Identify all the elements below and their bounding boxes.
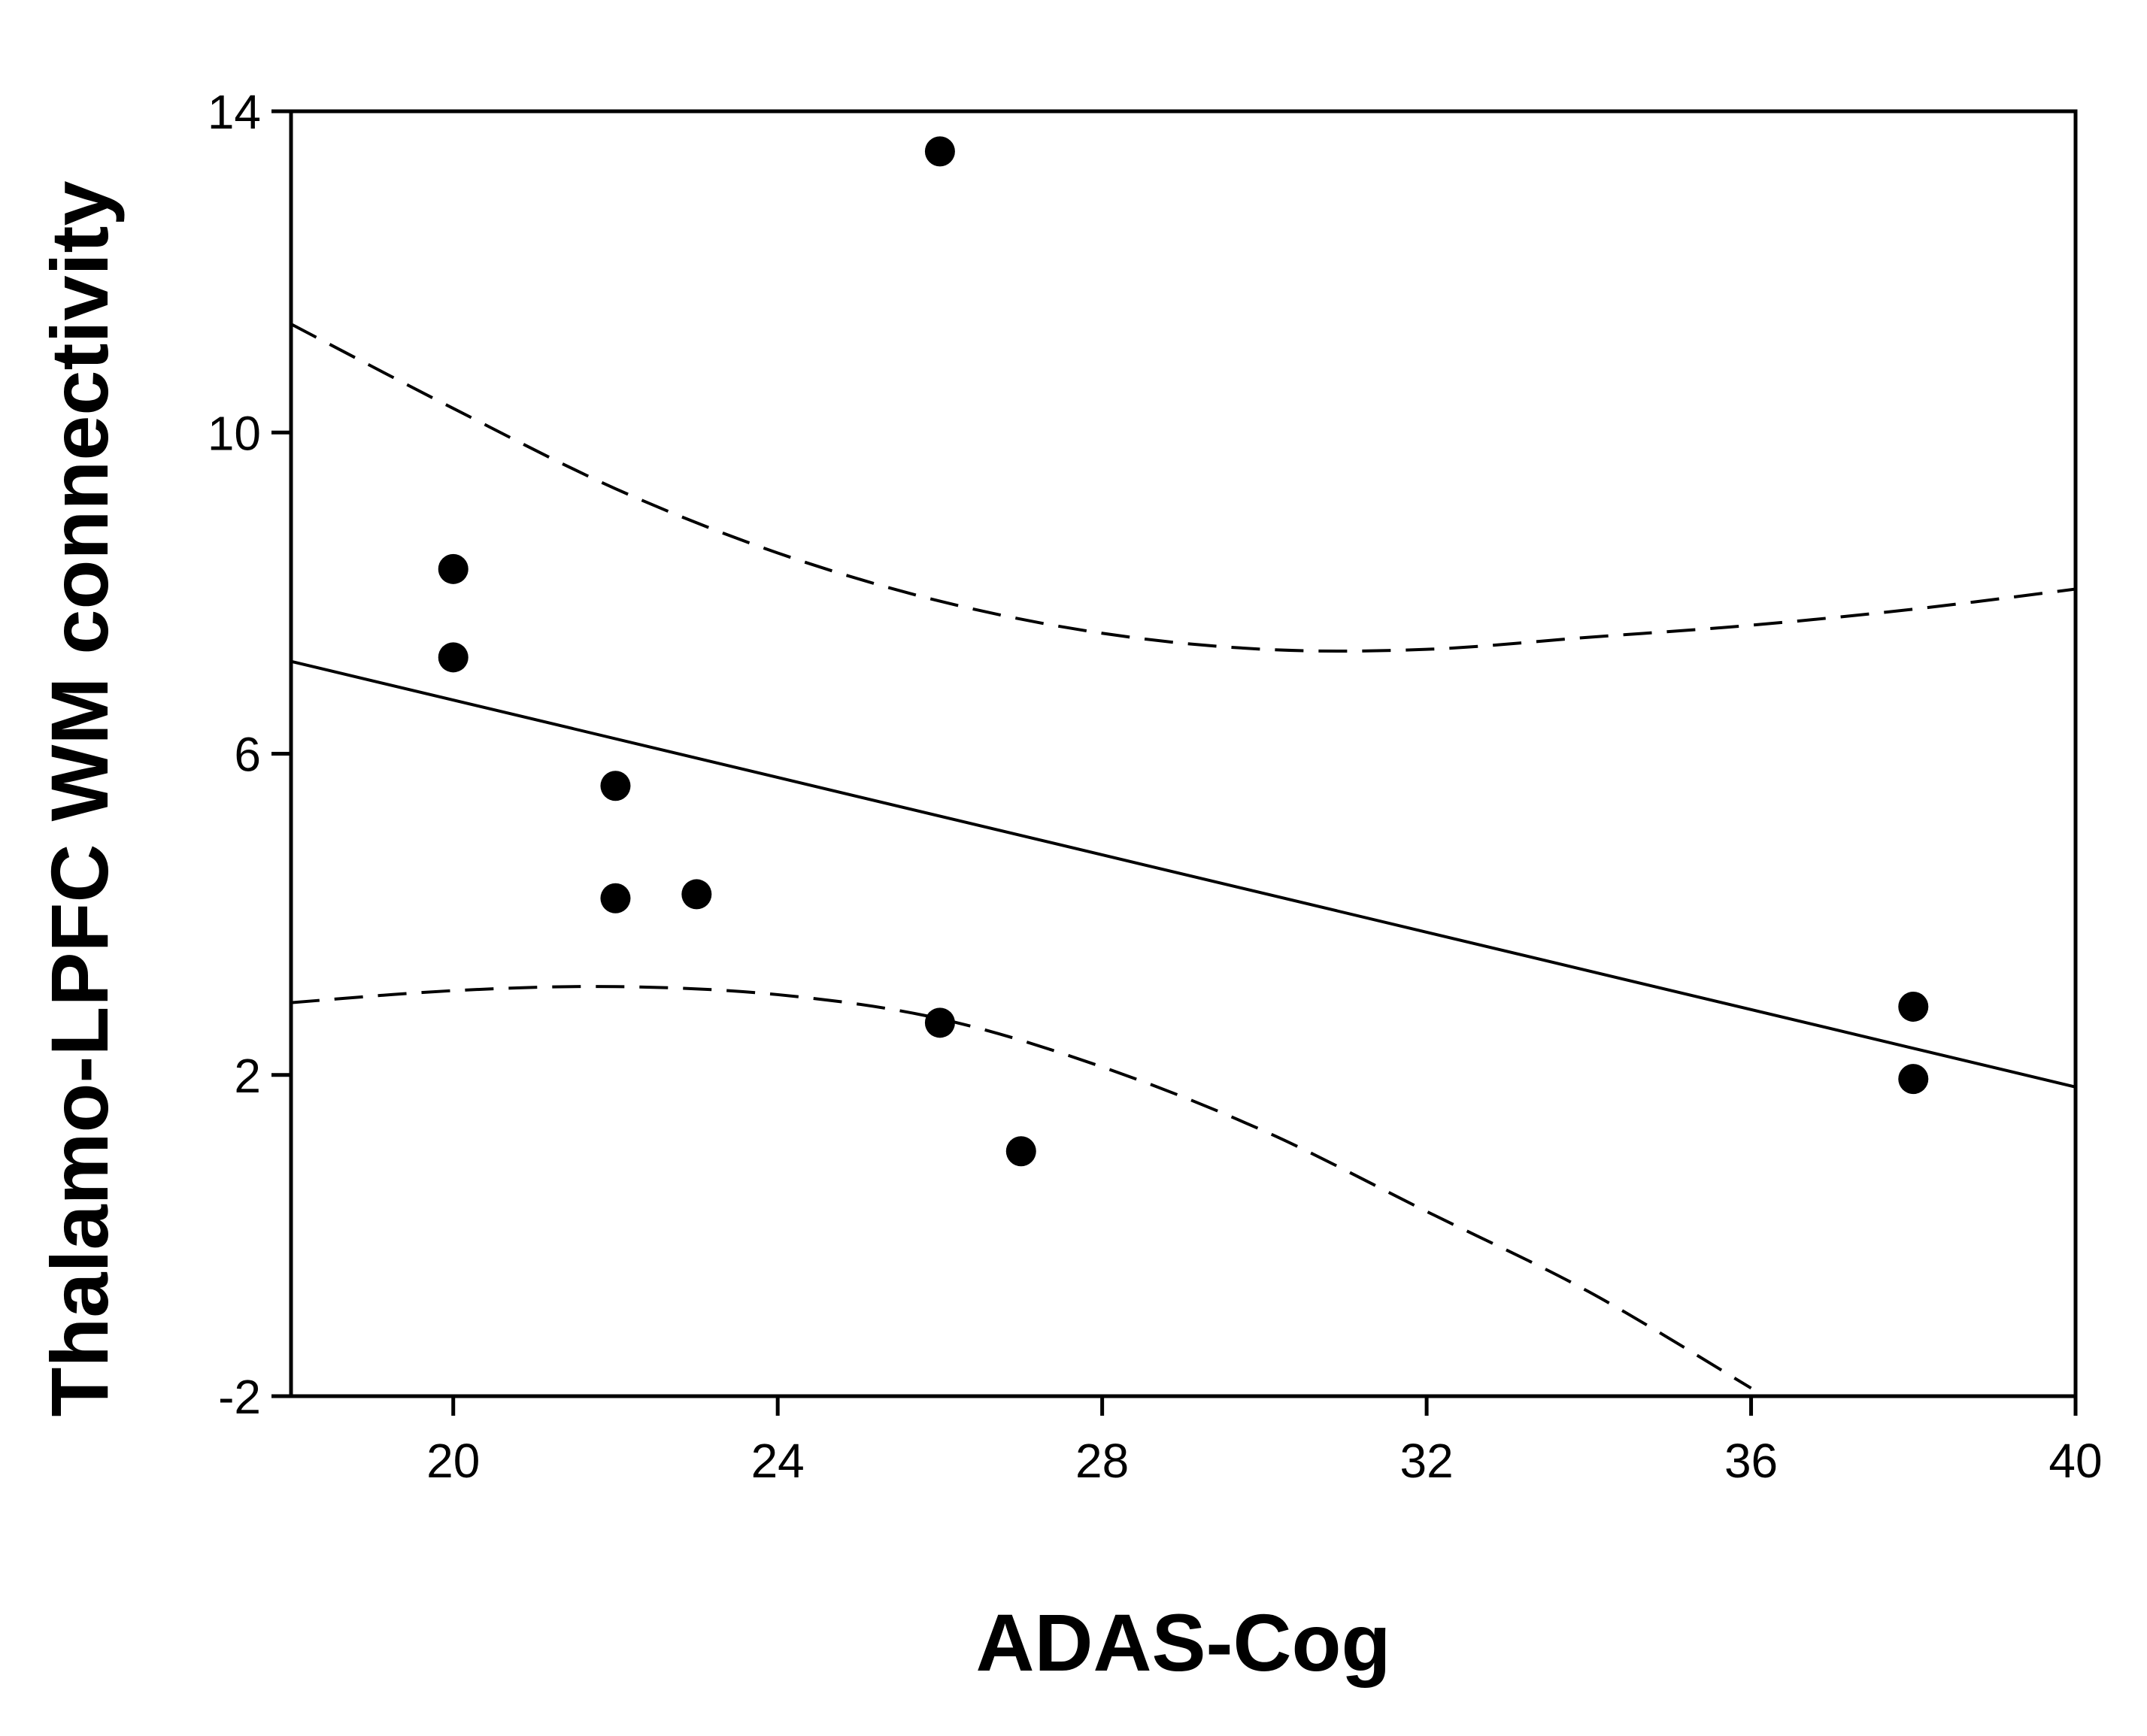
x-tick-label: 28 (1075, 1434, 1129, 1488)
x-tick-label: 36 (1724, 1434, 1778, 1488)
y-tick-label: 6 (234, 728, 261, 782)
confidence-band-upper (291, 323, 2076, 653)
data-point (681, 879, 712, 910)
data-point (438, 553, 469, 584)
axes (271, 109, 2078, 1416)
x-tick-label: 20 (426, 1434, 480, 1488)
regression-line (291, 659, 2076, 1089)
y-tick-label: 10 (208, 406, 261, 460)
data-point (600, 771, 631, 801)
y-tick-label: 2 (234, 1049, 261, 1103)
x-tick-label: 24 (751, 1434, 805, 1488)
data-points (438, 136, 1929, 1167)
tick-labels: 20 24 28 32 36 40 -2 2 6 10 14 (208, 85, 2103, 1488)
data-point (1898, 991, 1929, 1022)
confidence-band-lower (291, 985, 1752, 1390)
fit-lines (291, 323, 2076, 1390)
data-point (438, 642, 469, 673)
x-tick-label: 32 (1399, 1434, 1453, 1488)
x-tick-label: 40 (2048, 1434, 2102, 1488)
y-axis-title-group: Thalamo-LPFC WM connectivity (34, 180, 125, 1416)
data-point (924, 1007, 955, 1038)
data-point (1898, 1064, 1929, 1095)
data-point (600, 883, 631, 913)
y-tick-label: -2 (218, 1370, 261, 1424)
plot-frame (289, 109, 2078, 1398)
data-point (924, 136, 955, 167)
x-axis-title: ADAS-Cog (976, 1597, 1391, 1688)
y-tick-label: 14 (208, 85, 261, 139)
y-axis-title: Thalamo-LPFC WM connectivity (34, 180, 125, 1416)
data-point (1005, 1136, 1036, 1167)
